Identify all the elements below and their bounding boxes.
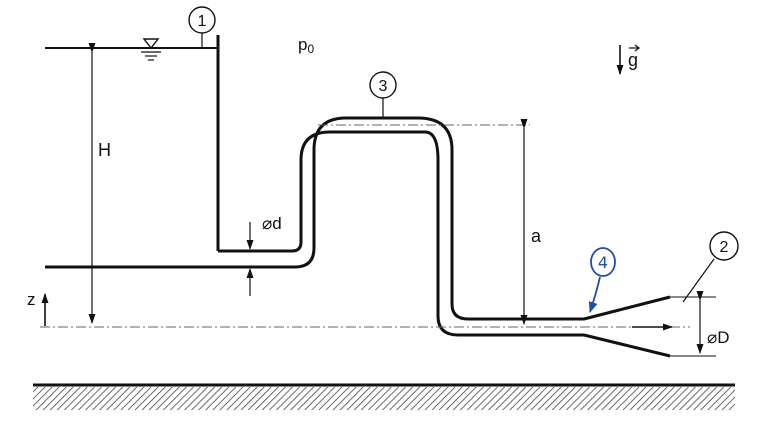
- label-gravity: g: [628, 50, 638, 70]
- gravity-indicator: g: [616, 44, 640, 75]
- label-ambient-pressure-subscript: 0: [307, 42, 314, 56]
- reference-lines: [40, 124, 690, 328]
- pipe-outer-wall: [45, 116, 671, 321]
- point-marker-2: 2: [682, 231, 739, 303]
- point-marker-3: 3: [369, 71, 397, 118]
- pipe-inner-wall: [218, 130, 671, 358]
- ground-hatch: [33, 387, 735, 410]
- dimension-d: ⌀d: [246, 214, 282, 296]
- svg-text:p0: p0: [298, 35, 314, 56]
- label-H: H: [98, 140, 111, 160]
- point-1-label: 1: [198, 13, 207, 30]
- ambient-pressure: p0: [298, 35, 314, 56]
- dimension-H: H: [88, 43, 111, 324]
- handwritten-point-4: 4: [588, 247, 616, 313]
- ground: [33, 383, 735, 410]
- handwritten-arrow: [588, 276, 601, 313]
- point-4-label: 4: [598, 253, 608, 272]
- point-3-label: 3: [379, 78, 388, 95]
- label-outer-diameter: ⌀D: [707, 328, 730, 347]
- point-marker-1: 1: [188, 6, 216, 48]
- label-z: z: [27, 290, 36, 309]
- label-inner-diameter: ⌀d: [262, 214, 282, 233]
- label-ambient-pressure: p: [298, 35, 307, 54]
- handwritten-circle: [590, 247, 616, 277]
- dimension-a: a: [520, 119, 542, 325]
- z-axis: z: [27, 290, 49, 326]
- label-a: a: [531, 226, 542, 246]
- vector-arrow-icon: [634, 44, 640, 52]
- point-2-label: 2: [720, 239, 729, 256]
- water-level-icon: [141, 38, 161, 61]
- reservoir: [45, 35, 220, 251]
- dimension-D: ⌀D: [670, 291, 730, 357]
- pipe: [45, 116, 671, 358]
